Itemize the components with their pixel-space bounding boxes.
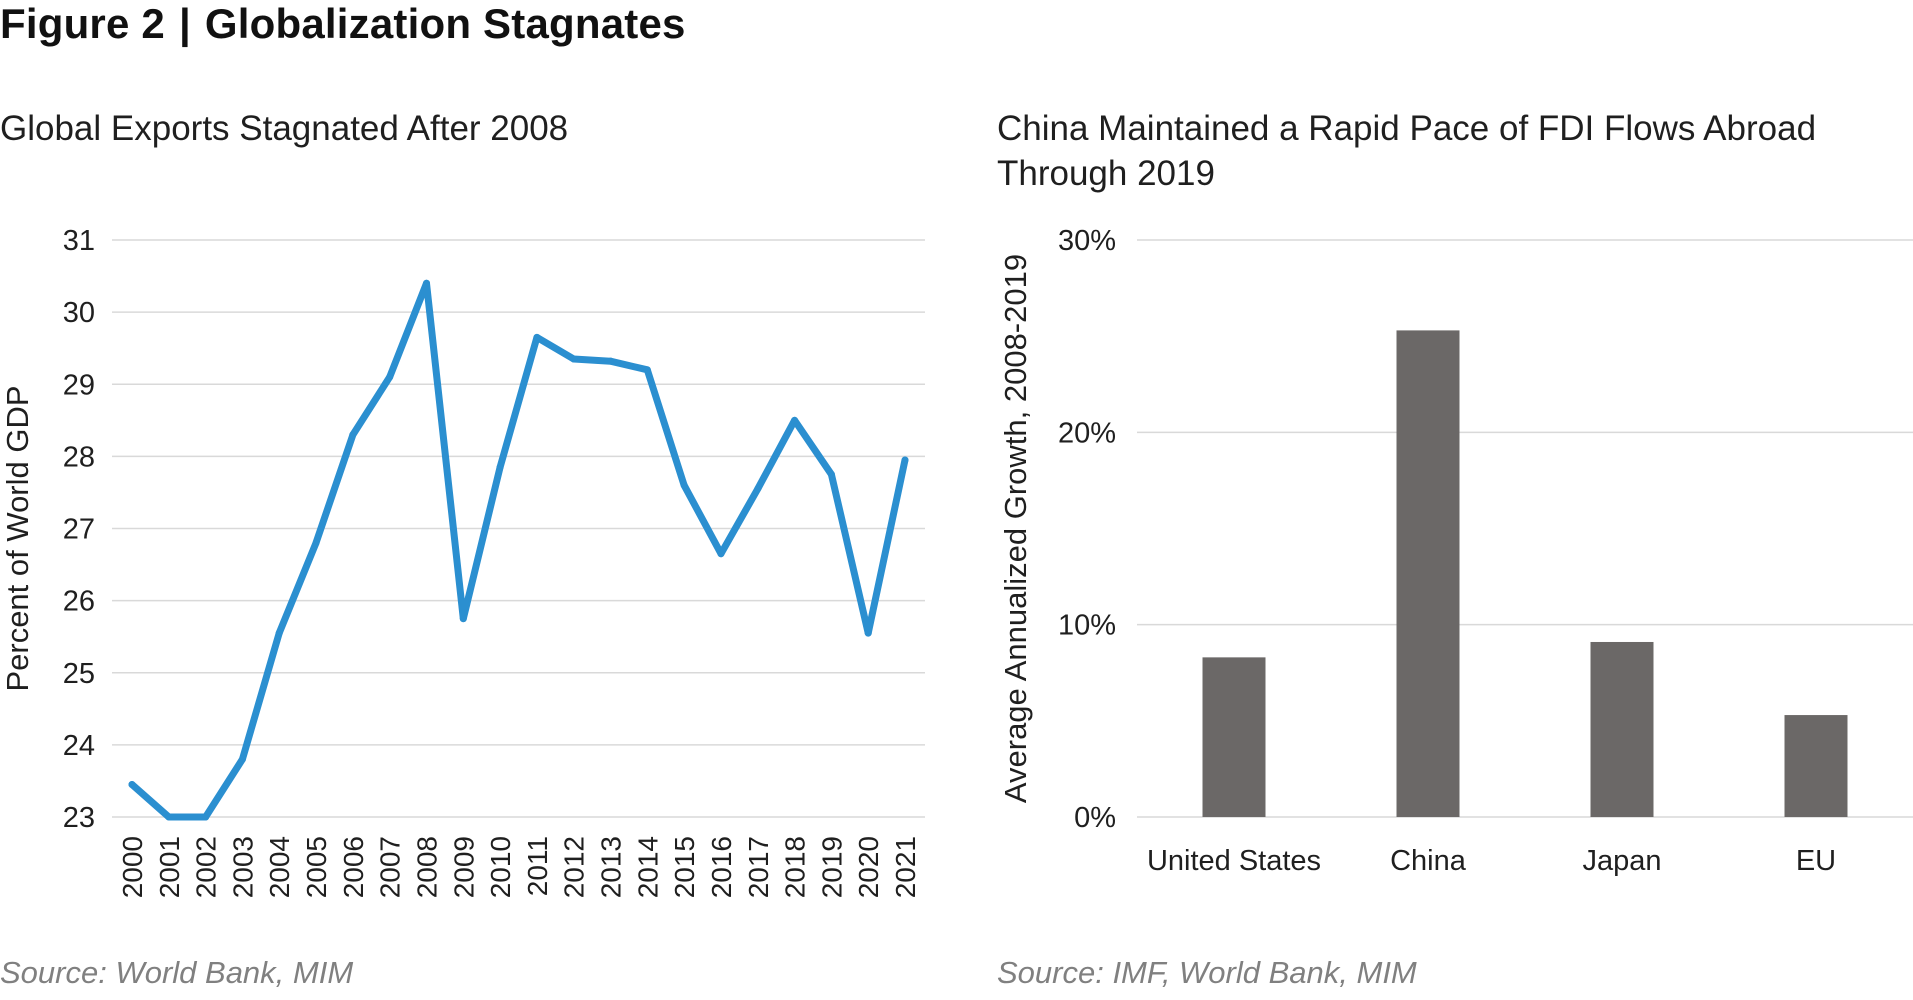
data-point	[386, 373, 394, 381]
data-point	[754, 485, 762, 493]
data-point	[422, 279, 430, 287]
y-tick-label: 23	[63, 802, 95, 834]
y-axis-label: Percent of World GDP	[0, 385, 35, 691]
bar-eu	[1784, 715, 1848, 817]
x-tick-label: 2006	[338, 836, 369, 898]
data-point	[349, 431, 357, 439]
series-line-global-exports	[128, 279, 909, 821]
x-tick-label: 2010	[485, 836, 516, 898]
y-tick-label: 29	[63, 369, 95, 401]
x-tick-label: 2008	[411, 836, 442, 898]
data-point	[717, 550, 725, 558]
data-point	[202, 813, 210, 821]
y-tick-label: 27	[63, 514, 95, 546]
x-tick-label: Japan	[1582, 845, 1661, 877]
y-tick-label: 20%	[1058, 417, 1116, 449]
y-tick-label: 26	[63, 586, 95, 618]
title-separator: |	[178, 0, 191, 47]
x-tick-label: 2002	[191, 836, 222, 898]
left-chart-title: Global Exports Stagnated After 2008	[0, 109, 569, 148]
right-chart-title: China Maintained a Rapid Pace of FDI Flo…	[997, 109, 1817, 193]
y-tick-label: 30%	[1058, 225, 1116, 257]
figure-label: Figure 2	[0, 0, 165, 47]
data-point	[128, 781, 136, 789]
bar-china	[1396, 330, 1460, 817]
x-tick-label: 2016	[706, 836, 737, 898]
data-point	[275, 629, 283, 637]
data-point	[165, 813, 173, 821]
data-point	[864, 629, 872, 637]
y-tick-label: 25	[63, 658, 95, 690]
y-tick-label: 31	[63, 225, 95, 257]
data-point	[238, 755, 246, 763]
x-tick-label: 2014	[632, 836, 663, 898]
y-tick-label: 0%	[1074, 802, 1116, 834]
right-source-note: Source: IMF, World Bank, MIM	[997, 955, 1417, 990]
x-tick-label: 2018	[780, 836, 811, 898]
data-point	[643, 366, 651, 374]
x-tick-label: China	[1390, 845, 1467, 877]
x-tick-label: 2015	[669, 836, 700, 898]
x-tick-label: 2003	[227, 836, 258, 898]
data-point	[533, 333, 541, 341]
data-point	[607, 357, 615, 365]
data-point	[791, 416, 799, 424]
x-tick-label: 2019	[816, 836, 847, 898]
x-tick-label: 2011	[522, 836, 553, 896]
x-tick-label: 2020	[853, 836, 884, 898]
data-point	[570, 355, 578, 363]
x-tick-label: 2000	[117, 836, 148, 898]
y-tick-label: 28	[63, 441, 95, 473]
bar-japan	[1590, 641, 1654, 817]
x-tick-label: 2001	[154, 836, 185, 898]
figure-title: Figure 2 | Globalization Stagnates	[0, 0, 686, 48]
x-tick-label: 2005	[301, 836, 332, 898]
left-source-note: Source: World Bank, MIM	[0, 955, 354, 990]
bar-chart: 0% 10% 20% 30% Average Annualized Growth, 20…	[998, 225, 1913, 877]
y-axis-label: Average Annualized Growth, 2008-2019	[998, 254, 1033, 803]
figure-heading: Globalization Stagnates	[204, 0, 686, 47]
x-tick-label: EU	[1796, 845, 1836, 877]
x-tick-label: 2012	[559, 836, 590, 898]
bar-united-states	[1202, 657, 1266, 817]
x-tick-label: 2007	[375, 836, 406, 898]
data-point	[827, 470, 835, 478]
x-tick-label: 2009	[448, 836, 479, 898]
x-tick-label: 2021	[890, 836, 921, 898]
data-point	[496, 463, 504, 471]
data-point	[312, 539, 320, 547]
x-tick-label: 2017	[743, 836, 774, 898]
x-tick-label: 2013	[596, 836, 627, 898]
y-tick-label: 30	[63, 297, 95, 329]
x-tick-label: United States	[1147, 845, 1321, 877]
x-tick-label: 2004	[264, 836, 295, 898]
data-point	[901, 456, 909, 464]
data-point	[680, 481, 688, 489]
data-point	[459, 615, 467, 623]
y-tick-label: 10%	[1058, 610, 1116, 642]
y-tick-label: 24	[63, 730, 95, 762]
